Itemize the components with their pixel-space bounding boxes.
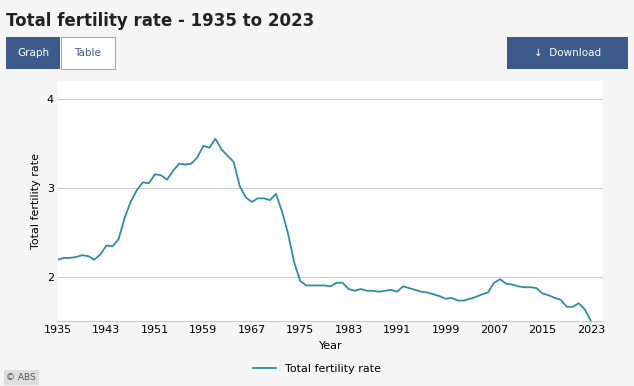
Text: ↓  Download: ↓ Download bbox=[534, 48, 601, 58]
X-axis label: Year: Year bbox=[319, 341, 342, 351]
Text: Total fertility rate - 1935 to 2023: Total fertility rate - 1935 to 2023 bbox=[6, 12, 314, 30]
Legend: Total fertility rate: Total fertility rate bbox=[249, 360, 385, 379]
Text: © ABS: © ABS bbox=[6, 373, 36, 382]
Text: Table: Table bbox=[74, 48, 101, 58]
Y-axis label: Total fertility rate: Total fertility rate bbox=[31, 153, 41, 249]
Text: Graph: Graph bbox=[17, 48, 49, 58]
